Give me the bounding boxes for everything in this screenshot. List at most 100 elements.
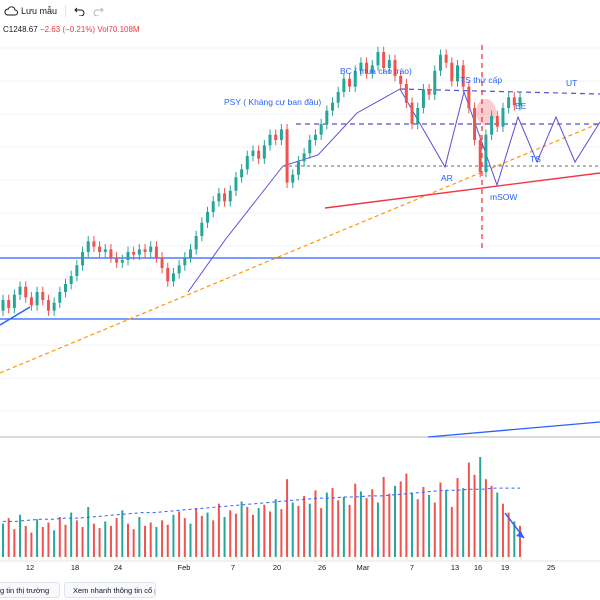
volume-bar bbox=[149, 522, 152, 557]
volume-bar bbox=[507, 512, 510, 557]
volume-bar bbox=[161, 520, 164, 557]
candle-body bbox=[359, 62, 363, 71]
candle-body bbox=[319, 124, 323, 135]
quick-stock-info-button[interactable]: Xem nhanh thông tin cổ phiếu bbox=[64, 582, 156, 598]
candle-body bbox=[171, 273, 175, 282]
volume-bar bbox=[473, 474, 476, 557]
x-tick-label: Feb bbox=[178, 563, 191, 572]
volume-bar bbox=[217, 503, 220, 557]
candle-body bbox=[376, 52, 380, 66]
volume-bar bbox=[172, 514, 175, 557]
volume-bar bbox=[155, 527, 158, 557]
volume-bar bbox=[490, 485, 493, 557]
market-news-button[interactable]: g tin thị trường bbox=[0, 582, 60, 598]
volume-bar bbox=[58, 517, 61, 557]
annotation-bc: BC ( mua cao trào) bbox=[340, 66, 412, 76]
volume-bar bbox=[314, 490, 317, 557]
volume-bar bbox=[166, 524, 169, 557]
candle-body bbox=[240, 169, 244, 178]
candle-body bbox=[518, 97, 522, 106]
market-news-label: g tin thị trường bbox=[0, 585, 50, 595]
candle-body bbox=[484, 134, 488, 172]
candle-body bbox=[206, 212, 210, 223]
volume-bar bbox=[331, 488, 334, 557]
volume-bar bbox=[371, 489, 374, 557]
candle-body bbox=[353, 70, 357, 87]
volume-bar bbox=[223, 517, 226, 557]
volume-bar bbox=[138, 517, 141, 557]
volume-bar bbox=[342, 497, 345, 557]
volume-bar bbox=[365, 498, 368, 557]
candle-body bbox=[512, 97, 516, 106]
volume-bar bbox=[399, 481, 402, 557]
arrow-head-icon bbox=[516, 531, 524, 538]
candle-body bbox=[348, 78, 352, 87]
candle-body bbox=[456, 65, 460, 82]
dashed-uptrend-line bbox=[0, 122, 600, 374]
candle-body bbox=[387, 60, 391, 68]
candle-body bbox=[223, 193, 227, 202]
volume-ma-line bbox=[3, 487, 520, 522]
candle-body bbox=[245, 156, 249, 170]
candle-body bbox=[473, 108, 477, 140]
volume-bar bbox=[394, 485, 397, 557]
volume-bar bbox=[501, 503, 504, 557]
volume-bar bbox=[206, 512, 209, 557]
candle-body bbox=[234, 177, 238, 191]
annotation-ut: UT bbox=[566, 78, 577, 88]
volume-bar bbox=[189, 523, 192, 557]
candle-body bbox=[126, 252, 130, 260]
volume-bar bbox=[354, 483, 357, 557]
volume-bar bbox=[7, 518, 10, 557]
candle-body bbox=[490, 116, 494, 135]
annotation-ts_secondary: TS thứ cấp bbox=[460, 75, 502, 85]
candle-body bbox=[416, 108, 420, 124]
candle-body bbox=[325, 110, 329, 124]
volume-bar bbox=[274, 499, 277, 557]
annotation-ts: TS bbox=[530, 154, 541, 164]
volume-bar bbox=[320, 508, 323, 557]
volume-bar bbox=[53, 530, 56, 557]
x-tick-label: Mar bbox=[357, 563, 370, 572]
save-layout-button[interactable]: Lưu mẫu bbox=[0, 0, 61, 22]
volume-bar bbox=[286, 479, 289, 557]
undo-button[interactable] bbox=[70, 0, 89, 22]
volume-bar bbox=[200, 515, 203, 557]
candle-body bbox=[507, 97, 511, 108]
candle-body bbox=[211, 201, 215, 212]
volume-bar bbox=[376, 502, 379, 557]
candle-body bbox=[69, 276, 73, 284]
volume-bar bbox=[75, 520, 78, 557]
volume-bar bbox=[240, 501, 243, 557]
candle-body bbox=[467, 86, 471, 108]
volume-bar bbox=[195, 508, 198, 557]
candle-body bbox=[177, 265, 181, 274]
redo-button[interactable] bbox=[89, 0, 108, 22]
volume-bar bbox=[257, 508, 260, 557]
candle-body bbox=[257, 150, 261, 159]
annotation-be: BE bbox=[515, 101, 527, 111]
volume-bar bbox=[291, 502, 294, 557]
volume-bar bbox=[467, 462, 470, 557]
volume-bar bbox=[47, 522, 50, 557]
candle-body bbox=[137, 249, 141, 255]
candle-body bbox=[149, 246, 153, 252]
candle-body bbox=[251, 150, 255, 156]
candle-body bbox=[1, 300, 5, 311]
candle-body bbox=[81, 252, 85, 266]
volume-bar bbox=[24, 525, 27, 557]
candle-body bbox=[382, 52, 386, 68]
candle-body bbox=[461, 65, 465, 87]
trend-line-lower-pane bbox=[427, 421, 600, 438]
x-tick-label: 26 bbox=[318, 563, 326, 572]
volume-bars bbox=[2, 457, 525, 557]
volume-bar bbox=[484, 479, 487, 557]
volume-bar bbox=[297, 505, 300, 557]
candle-body bbox=[399, 76, 403, 84]
candle-body bbox=[160, 257, 164, 268]
candle-body bbox=[46, 300, 50, 311]
candle-body bbox=[410, 102, 414, 124]
volume-bar bbox=[388, 493, 391, 557]
legend-change: −2.63 (−0.21%) bbox=[39, 25, 96, 34]
